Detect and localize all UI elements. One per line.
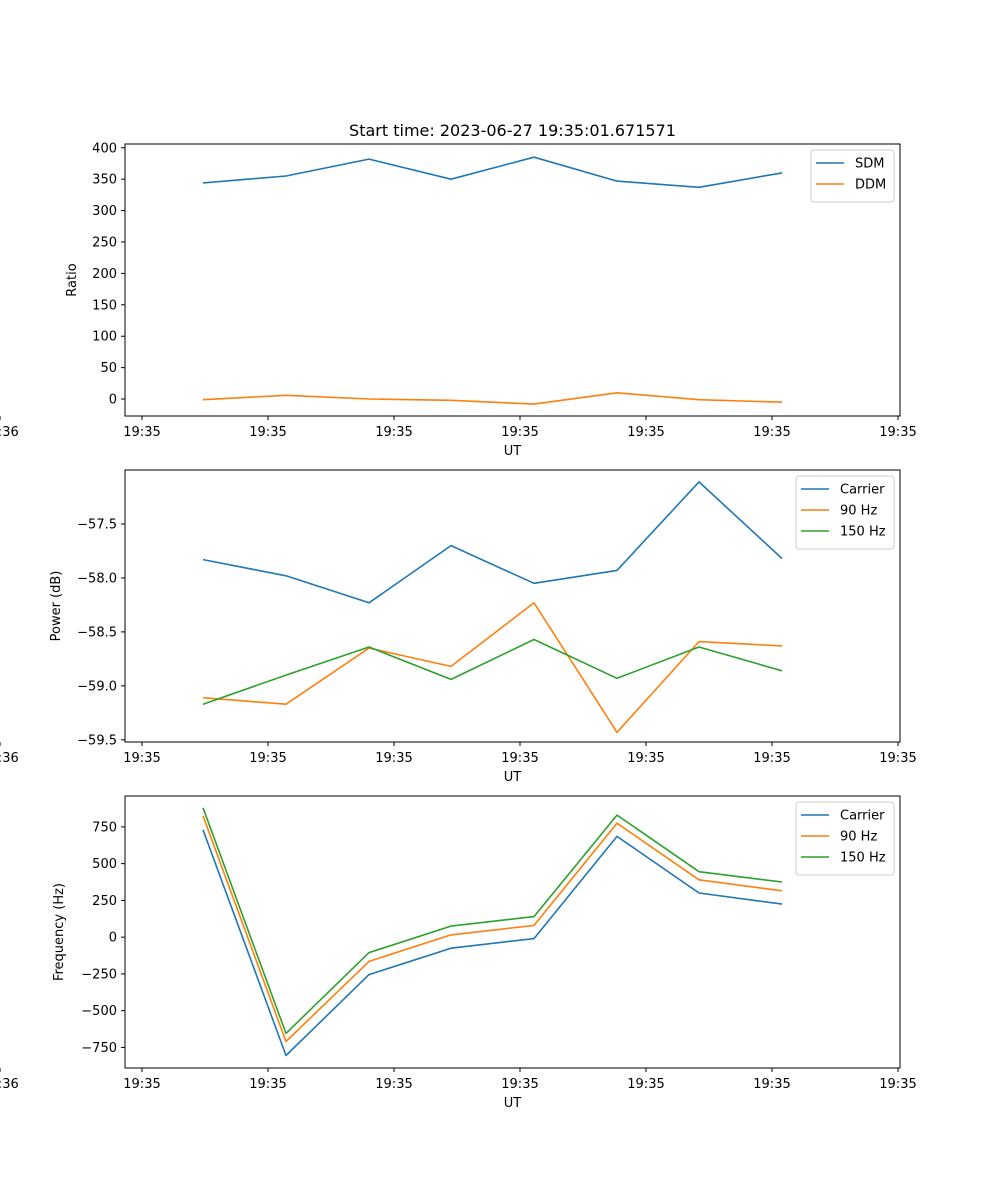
y-tick-label: 750 xyxy=(92,820,117,835)
y-tick-label: 100 xyxy=(92,330,117,345)
legend: Carrier 90 Hz 150 Hz xyxy=(795,801,895,876)
x-tick-label: 19:35 xyxy=(627,1077,664,1092)
x-tick-label: 19:35 xyxy=(501,1077,538,1092)
x-tick-label: 19:35 xyxy=(375,751,412,766)
y-tick-label: −500 xyxy=(81,1004,117,1019)
y-tick-label: 200 xyxy=(92,267,117,282)
series-line-carrier xyxy=(202,829,783,1057)
y-tick-label: −58.5 xyxy=(77,625,117,640)
series-line-150-hz xyxy=(202,638,783,705)
series-line-ddm xyxy=(202,391,783,405)
y-tick-label: −58.0 xyxy=(77,571,117,586)
x-axis-label: UT xyxy=(504,770,522,785)
legend-label: Carrier xyxy=(840,809,885,824)
chart-panel-2: 19:35 19:35 19:35 19:35 19:35 19:35 19:35 19:36… xyxy=(0,469,917,785)
y-tick-label: 350 xyxy=(92,173,117,188)
series-line-150-hz xyxy=(202,807,783,1035)
series-line-90-hz xyxy=(202,601,783,734)
x-tick-label: 19:35 xyxy=(753,1077,790,1092)
plot-frame xyxy=(124,143,901,417)
y-tick-label: 500 xyxy=(92,857,117,872)
y-tick-label: −59.5 xyxy=(77,733,117,748)
series-line-90-hz xyxy=(202,815,783,1043)
y-axis-label: Power (dB) xyxy=(49,571,64,642)
y-tick-label: −57.5 xyxy=(77,517,117,532)
x-tick-label: 19:35 xyxy=(249,1077,286,1092)
y-tick-label: −250 xyxy=(81,967,117,982)
x-tick-label: 19:35 xyxy=(375,1077,412,1092)
legend-label: 150 Hz xyxy=(840,525,886,540)
x-axis-label: UT xyxy=(504,1096,522,1111)
chart-panel-3: 19:35 19:35 19:35 19:35 19:35 19:35 19:35 19:36… xyxy=(0,795,917,1111)
y-tick-label: 400 xyxy=(92,141,117,156)
x-tick-label: 19:35 xyxy=(375,425,412,440)
legend-label: Carrier xyxy=(840,483,885,498)
x-tick-label: 19:35 xyxy=(123,1077,160,1092)
legend-label: 150 Hz xyxy=(840,851,886,866)
x-tick-label: 19:36 xyxy=(0,1077,19,1092)
legend-label: SDM xyxy=(855,157,884,172)
x-tick-label: 19:35 xyxy=(879,425,916,440)
x-tick-label: 19:35 xyxy=(249,425,286,440)
chart-panel-1: Start time: 2023-06-27 19:35:01.671571 19… xyxy=(0,121,917,459)
x-tick-label: 19:35 xyxy=(249,751,286,766)
legend-label: 90 Hz xyxy=(840,504,877,519)
x-tick-label: 19:35 xyxy=(123,425,160,440)
x-axis-label: UT xyxy=(504,444,522,459)
x-tick-label: 19:36 xyxy=(0,425,19,440)
x-tick-label: 19:35 xyxy=(627,751,664,766)
y-tick-label: −59.0 xyxy=(77,679,117,694)
y-axis-label: Frequency (Hz) xyxy=(52,883,67,981)
x-tick-label: 19:35 xyxy=(753,751,790,766)
y-tick-label: 50 xyxy=(100,361,117,376)
y-tick-label: 0 xyxy=(109,393,117,408)
x-tick-label: 19:35 xyxy=(501,425,538,440)
chart-title: Start time: 2023-06-27 19:35:01.671571 xyxy=(349,121,676,140)
series-line-carrier xyxy=(202,481,783,604)
plot-frame xyxy=(124,469,901,743)
x-tick-label: 19:35 xyxy=(879,751,916,766)
x-tick-label: 19:35 xyxy=(501,751,538,766)
x-tick-label: 19:35 xyxy=(123,751,160,766)
y-tick-label: 250 xyxy=(92,235,117,250)
x-tick-label: 19:35 xyxy=(879,1077,916,1092)
legend: SDM DDM xyxy=(810,149,895,203)
y-tick-label: 250 xyxy=(92,894,117,909)
legend: Carrier 90 Hz 150 Hz xyxy=(795,475,895,550)
y-tick-label: 300 xyxy=(92,204,117,219)
plot-frame xyxy=(124,795,901,1069)
series-line-sdm xyxy=(202,156,783,189)
x-tick-label: 19:35 xyxy=(627,425,664,440)
y-tick-label: 0 xyxy=(109,931,117,946)
y-axis-label: Ratio xyxy=(65,263,80,296)
legend-label: DDM xyxy=(855,178,886,193)
legend-label: 90 Hz xyxy=(840,830,877,845)
x-tick-label: 19:35 xyxy=(753,425,790,440)
y-tick-label: −750 xyxy=(81,1041,117,1056)
x-tick-label: 19:36 xyxy=(0,751,19,766)
y-tick-label: 150 xyxy=(92,298,117,313)
